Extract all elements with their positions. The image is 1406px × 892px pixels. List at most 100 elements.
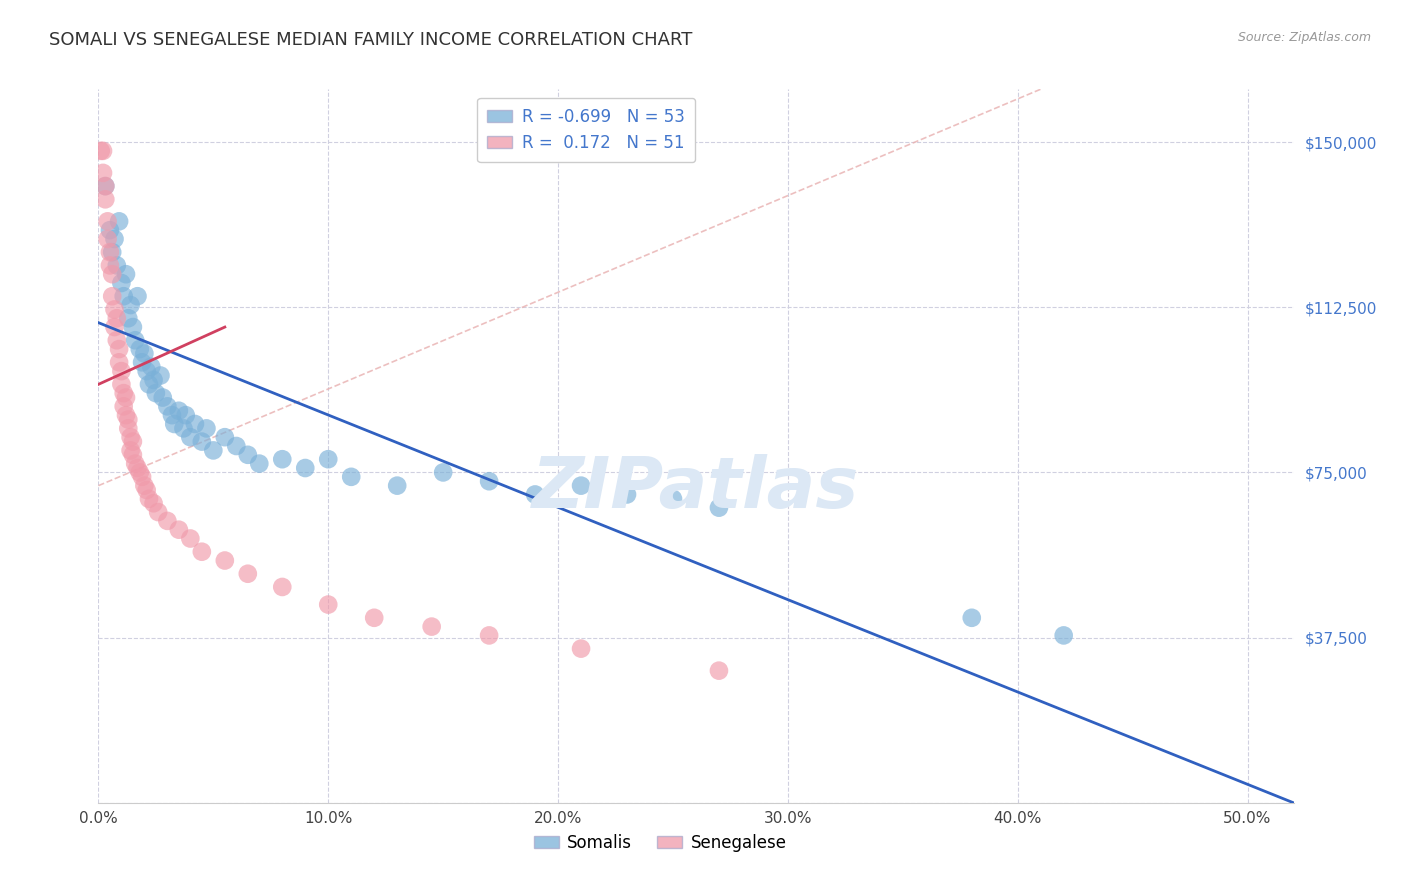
Point — [524, 487, 547, 501]
Point — [117, 412, 139, 426]
Point — [101, 245, 124, 260]
Point — [105, 259, 128, 273]
Point — [195, 421, 218, 435]
Point — [662, 491, 685, 506]
Point — [167, 523, 190, 537]
Point — [108, 214, 131, 228]
Point — [569, 478, 592, 492]
Text: Source: ZipAtlas.com: Source: ZipAtlas.com — [1237, 31, 1371, 45]
Point — [98, 245, 121, 260]
Point — [135, 364, 157, 378]
Point — [340, 470, 363, 484]
Point — [108, 342, 131, 356]
Point — [94, 192, 117, 206]
Point — [174, 408, 197, 422]
Point — [214, 430, 236, 444]
Point — [91, 144, 114, 158]
Point — [110, 377, 132, 392]
Point — [202, 443, 225, 458]
Point — [148, 505, 170, 519]
Point — [103, 320, 125, 334]
Point — [128, 342, 150, 356]
Point — [115, 391, 138, 405]
Point — [616, 487, 638, 501]
Point — [420, 619, 443, 633]
Point — [191, 545, 214, 559]
Point — [145, 386, 167, 401]
Point — [124, 457, 146, 471]
Point — [122, 434, 145, 449]
Point — [271, 452, 294, 467]
Point — [385, 478, 409, 492]
Point — [163, 417, 186, 431]
Point — [120, 430, 142, 444]
Point — [112, 386, 135, 401]
Point — [101, 267, 124, 281]
Point — [707, 500, 730, 515]
Point — [214, 553, 236, 567]
Point — [316, 452, 339, 467]
Point — [236, 566, 259, 581]
Point — [110, 364, 132, 378]
Point — [152, 391, 174, 405]
Point — [167, 403, 190, 417]
Point — [115, 267, 138, 281]
Point — [294, 461, 316, 475]
Point — [184, 417, 207, 431]
Point — [707, 664, 730, 678]
Point — [120, 298, 142, 312]
Point — [138, 377, 160, 392]
Point — [134, 478, 156, 492]
Point — [101, 289, 124, 303]
Point — [156, 514, 179, 528]
Point — [191, 434, 214, 449]
Point — [138, 491, 160, 506]
Point — [142, 496, 165, 510]
Point — [141, 359, 163, 374]
Point — [478, 475, 501, 489]
Point — [110, 276, 132, 290]
Point — [432, 466, 454, 480]
Text: ZIPatlas: ZIPatlas — [533, 454, 859, 524]
Point — [122, 320, 145, 334]
Point — [91, 166, 114, 180]
Point — [97, 232, 120, 246]
Point — [363, 611, 385, 625]
Point — [127, 289, 149, 303]
Point — [103, 232, 125, 246]
Point — [128, 466, 150, 480]
Point — [108, 355, 131, 369]
Point — [478, 628, 501, 642]
Text: SOMALI VS SENEGALESE MEDIAN FAMILY INCOME CORRELATION CHART: SOMALI VS SENEGALESE MEDIAN FAMILY INCOM… — [49, 31, 693, 49]
Point — [90, 144, 112, 158]
Point — [156, 400, 179, 414]
Legend: Somalis, Senegalese: Somalis, Senegalese — [527, 828, 793, 859]
Point — [179, 532, 201, 546]
Point — [124, 333, 146, 347]
Point — [960, 611, 983, 625]
Point — [135, 483, 157, 497]
Point — [127, 461, 149, 475]
Point — [236, 448, 259, 462]
Point — [160, 408, 183, 422]
Point — [172, 421, 194, 435]
Point — [120, 443, 142, 458]
Point — [569, 641, 592, 656]
Point — [131, 470, 153, 484]
Point — [179, 430, 201, 444]
Point — [105, 311, 128, 326]
Point — [247, 457, 270, 471]
Point — [225, 439, 247, 453]
Point — [271, 580, 294, 594]
Point — [98, 223, 121, 237]
Point — [142, 373, 165, 387]
Point — [122, 448, 145, 462]
Point — [98, 259, 121, 273]
Point — [115, 408, 138, 422]
Point — [97, 214, 120, 228]
Point — [316, 598, 339, 612]
Point — [112, 400, 135, 414]
Point — [131, 355, 153, 369]
Point — [1053, 628, 1076, 642]
Point — [117, 311, 139, 326]
